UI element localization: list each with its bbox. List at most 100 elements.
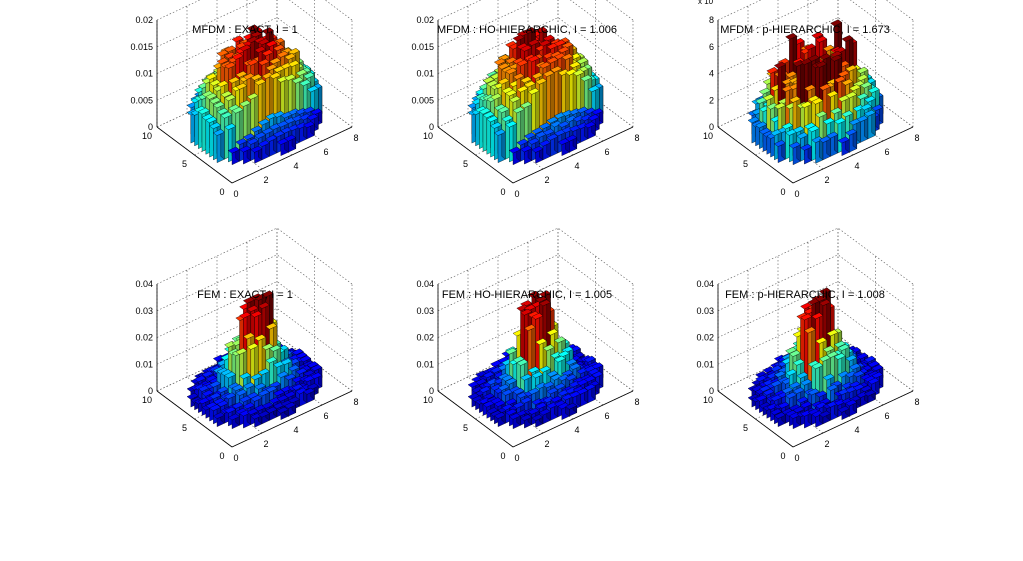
bar <box>538 139 551 161</box>
z-tick-label: 0.01 <box>135 359 153 369</box>
bar-top-face <box>284 391 297 398</box>
bar-top-face <box>306 85 319 93</box>
bar-top-face <box>299 79 312 87</box>
bar-top-face <box>803 43 816 51</box>
z-tick-label: 4 <box>709 69 714 79</box>
y-tick-label: 0 <box>500 187 505 197</box>
bar-top-face <box>505 120 518 128</box>
x-tick-label: 2 <box>263 175 268 185</box>
bar-top-face <box>201 389 214 397</box>
bar-top-face <box>538 39 551 47</box>
bar-top-face <box>497 62 510 70</box>
bar-top-face <box>306 113 319 121</box>
x-tick-label: 8 <box>353 133 358 143</box>
bar-top-face <box>565 134 578 142</box>
bar-top-face <box>306 383 319 390</box>
bar-top-face <box>863 95 876 103</box>
y-tick-label: 0 <box>780 187 785 197</box>
bar-top-face <box>295 122 308 129</box>
grid-line <box>849 0 914 47</box>
y-tick-label: 5 <box>182 159 187 169</box>
x-tick-label: 4 <box>293 425 298 435</box>
bar-top-face <box>239 311 252 319</box>
bar-top-face <box>295 367 308 375</box>
bar-top-face <box>781 122 794 130</box>
y-tick-label: 5 <box>463 159 468 169</box>
bar-top-face <box>235 138 248 146</box>
bar-top-face <box>242 402 255 410</box>
bar-top-face <box>516 138 529 146</box>
bar-top-face <box>291 348 304 356</box>
z-tick-label: 0.005 <box>130 95 153 105</box>
bar-top-face <box>785 128 798 136</box>
bar-top-face <box>250 125 263 133</box>
bar-top-face <box>254 46 267 53</box>
bar-top-face <box>493 58 506 66</box>
bar-top-face <box>766 67 779 74</box>
bar-top-face <box>800 101 813 108</box>
bar-top-face <box>531 145 544 153</box>
z-exponent-label: x 10 <box>698 0 714 6</box>
bar-top-face <box>239 145 252 153</box>
grid-line <box>156 0 201 21</box>
bar-top-face <box>250 145 263 153</box>
bar-top-face <box>542 128 555 136</box>
bar-top-face <box>826 90 839 98</box>
bar-top-face <box>269 57 282 65</box>
bar-side-face <box>501 128 506 160</box>
bar-top-face <box>497 106 510 114</box>
z-tick-label: 0 <box>709 122 714 132</box>
bar-top-face <box>220 111 233 119</box>
bar-top-face <box>272 389 285 397</box>
bar-top-face <box>512 34 525 42</box>
bar <box>773 139 786 163</box>
bar-top-face <box>531 127 544 135</box>
bar-top-face <box>538 139 551 147</box>
bar-top-face <box>250 373 263 381</box>
bar <box>265 134 278 157</box>
grid-line <box>156 307 278 365</box>
bar-top-face <box>212 101 225 109</box>
bar-top-face <box>848 84 861 92</box>
bar-top-face <box>239 372 252 380</box>
bar-top-face <box>803 84 816 92</box>
bar <box>856 115 869 143</box>
bar-top-face <box>216 80 229 88</box>
z-tick-label: 0.01 <box>135 69 153 79</box>
bar-top-face <box>856 66 869 74</box>
bar-top-face <box>209 122 222 130</box>
bar-top-face <box>800 143 813 151</box>
bar-top-face <box>587 114 600 121</box>
grid-line <box>156 43 278 101</box>
x-tick-label: 8 <box>634 133 639 143</box>
bar-top-face <box>224 371 237 379</box>
x-axis-line <box>512 126 634 184</box>
bar-top-face <box>261 401 274 409</box>
bar-top-face <box>591 108 604 115</box>
bar-top-face <box>815 61 828 68</box>
plot-title: MFDM : HO-HIERARCHIC, I = 1.006 <box>437 24 617 36</box>
x-tick-label: 8 <box>353 397 358 407</box>
bar-top-face <box>265 134 278 142</box>
bar <box>257 139 270 161</box>
bar-top-face <box>856 92 869 100</box>
bar-top-face <box>257 118 270 126</box>
x-tick-label: 2 <box>544 439 549 449</box>
bar-top-face <box>284 74 297 81</box>
bar-top-face <box>508 146 521 154</box>
bar-top-face <box>287 60 300 67</box>
bar-top-face <box>837 136 850 144</box>
z-tick-label: 8 <box>709 15 714 25</box>
bar-top-face <box>227 146 240 154</box>
x-axis-line <box>792 126 914 184</box>
bar-top-face <box>587 85 600 93</box>
bar <box>531 145 544 164</box>
bar-top-face <box>216 107 229 115</box>
x-tick-label: 0 <box>794 189 799 199</box>
bars <box>467 26 604 166</box>
bar-top-face <box>818 83 831 91</box>
z-tick-label: 0.01 <box>416 359 434 369</box>
z-tick-label: 6 <box>709 42 714 52</box>
